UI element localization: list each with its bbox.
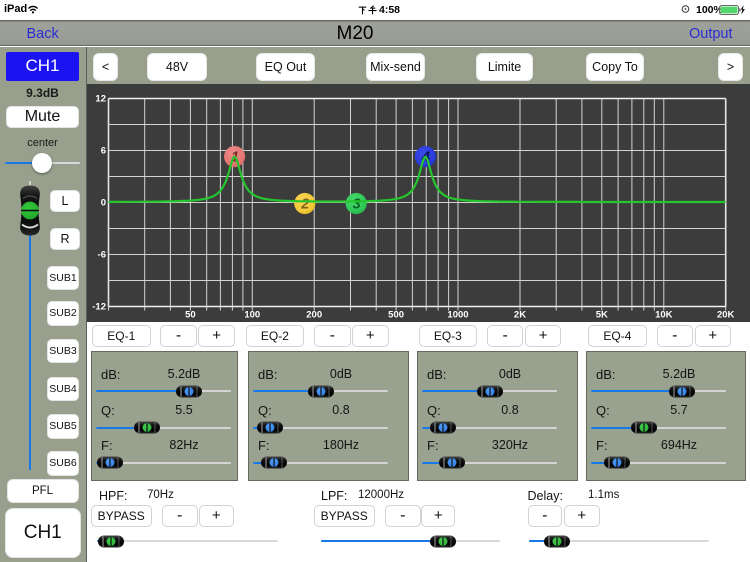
svg-text:50: 50 [185,310,196,321]
svg-text:3: 3 [353,197,361,213]
svg-text:200: 200 [306,310,322,321]
svg-text:20K: 20K [717,310,735,321]
svg-text:0: 0 [101,198,106,209]
svg-text:-6: -6 [98,250,106,261]
svg-text:10K: 10K [655,310,673,321]
svg-text:-12: -12 [92,302,106,313]
svg-text:2: 2 [300,197,309,213]
svg-text:1000: 1000 [447,310,468,321]
svg-text:6: 6 [101,146,106,157]
svg-text:5K: 5K [596,310,608,321]
svg-text:12: 12 [95,94,106,105]
svg-text:100: 100 [244,310,260,321]
svg-text:500: 500 [388,310,404,321]
svg-text:2K: 2K [514,310,526,321]
